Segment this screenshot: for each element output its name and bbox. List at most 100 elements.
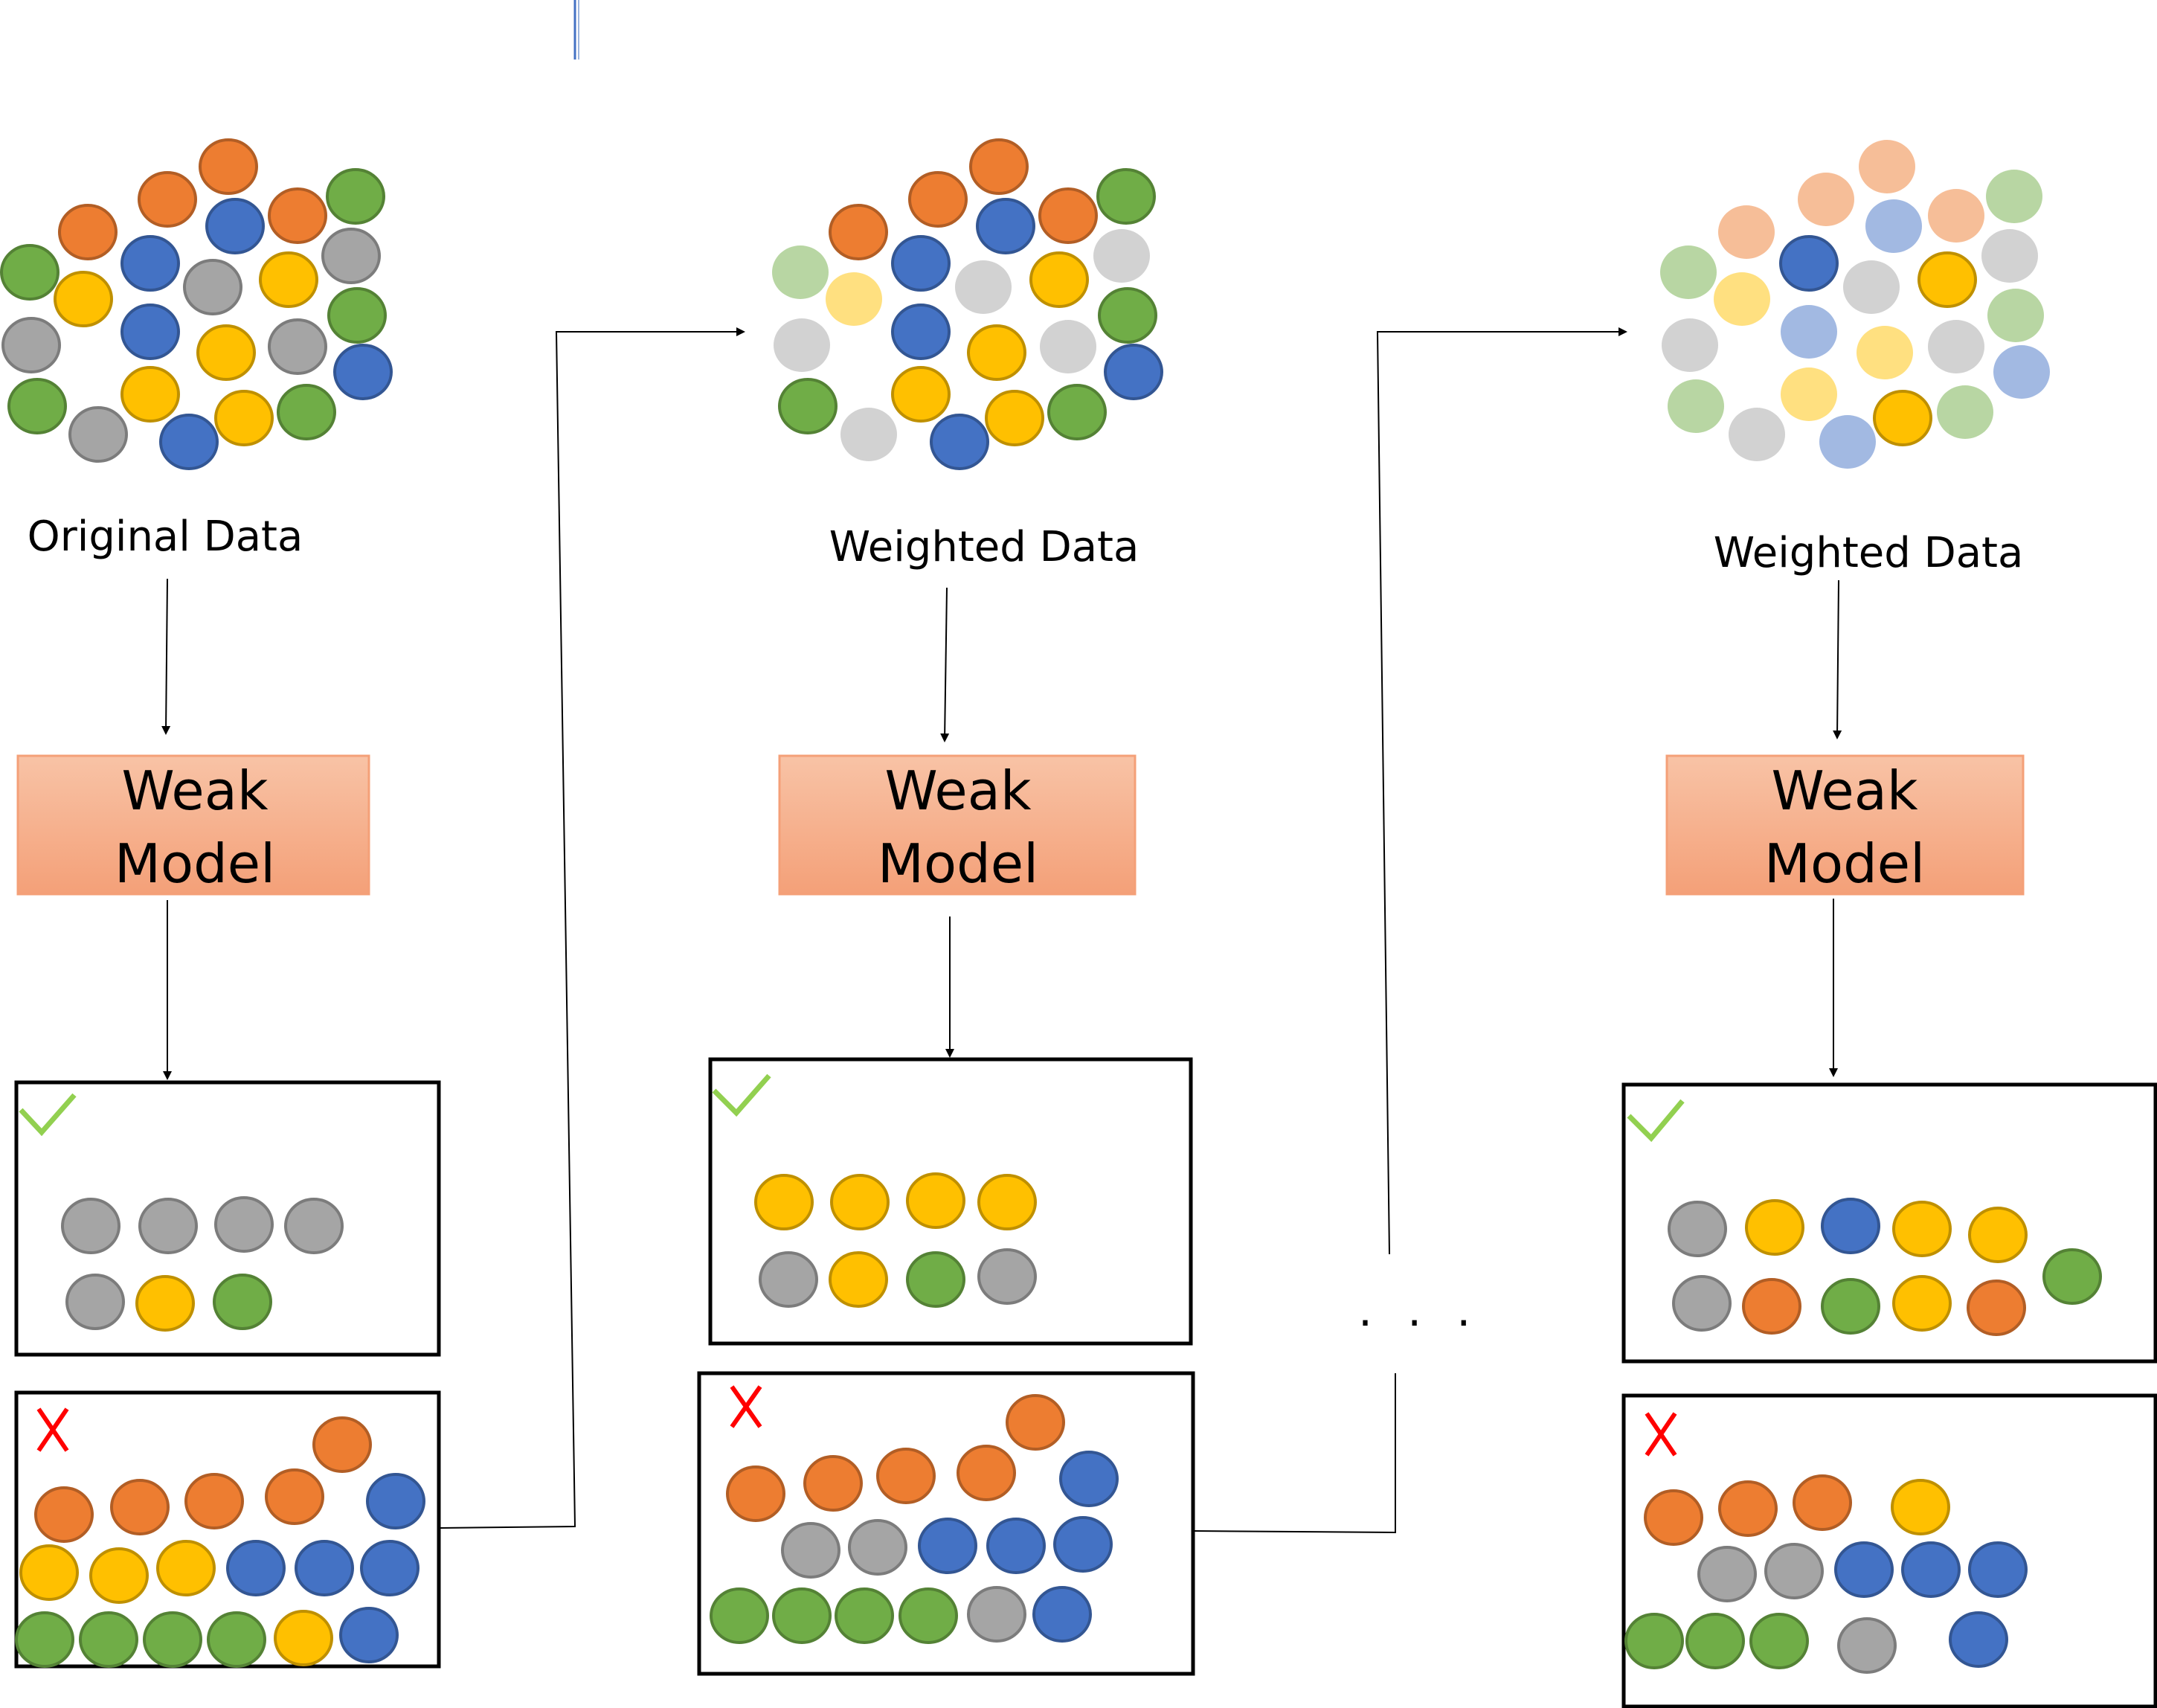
green-data-point: [143, 1611, 202, 1668]
weak-model-box-2: Weak Model: [778, 754, 1137, 896]
yellow-data-point: [1891, 1479, 1950, 1535]
orange-data-point: [110, 1479, 170, 1535]
green-data-point: [1987, 289, 2044, 342]
weak-model-line2: Model: [1764, 832, 1925, 895]
yellow-data-point: [967, 324, 1026, 381]
green-data-point: [1047, 384, 1107, 440]
feedback-arrow-2b: [1376, 327, 1627, 1255]
arrow-data-to-model-2: [940, 587, 950, 742]
yellow-data-point: [977, 1174, 1037, 1230]
yellow-data-point: [19, 1544, 79, 1601]
blue-data-point: [1032, 1586, 1092, 1643]
gray-data-point: [1928, 320, 1984, 373]
gray-data-point: [268, 318, 327, 375]
blue-data-point: [1781, 305, 1837, 359]
blue-data-point: [1865, 199, 1922, 253]
gray-data-point: [781, 1522, 840, 1579]
green-data-point: [327, 287, 387, 344]
wrong-points-2: [710, 1394, 1119, 1644]
weak-model-line2: Model: [878, 832, 1038, 895]
gray-data-point: [967, 1586, 1026, 1643]
blue-data-point: [1053, 1516, 1113, 1573]
blue-data-point: [1819, 415, 1876, 469]
gray-data-point: [774, 318, 830, 372]
yellow-data-point: [1781, 367, 1837, 421]
yellow-data-point: [830, 1174, 890, 1230]
weak-model-line1: Weak: [1771, 760, 1917, 822]
gray-data-point: [1, 317, 61, 373]
gray-data-point: [1662, 318, 1718, 372]
gray-data-point: [977, 1248, 1037, 1305]
checkmark-icon: [19, 1093, 77, 1137]
green-data-point: [15, 1611, 74, 1668]
green-data-point: [1098, 287, 1157, 344]
cursor-mark: [573, 0, 579, 60]
yellow-data-point: [1029, 251, 1089, 308]
orange-data-point: [199, 138, 258, 195]
gray-data-point: [955, 260, 1012, 314]
weak-model-line2: Model: [115, 832, 275, 895]
gray-data-point: [1981, 229, 2038, 283]
green-data-point: [2042, 1248, 2102, 1305]
orange-data-point: [1793, 1474, 1852, 1531]
data-label-weighted-2: Weighted Data: [1714, 529, 2024, 577]
gray-data-point: [1837, 1617, 1897, 1674]
orange-data-point: [1798, 173, 1854, 226]
gray-data-point: [138, 1198, 198, 1254]
orange-data-point: [138, 171, 197, 228]
yellow-data-point: [826, 272, 882, 326]
blue-data-point: [1993, 345, 2050, 399]
blue-data-point: [366, 1473, 425, 1529]
blue-data-point: [333, 344, 393, 400]
yellow-data-point: [1917, 251, 1977, 308]
orange-data-point: [1928, 189, 1984, 243]
feedback-arrow-1: [440, 327, 745, 1529]
green-data-point: [213, 1274, 272, 1330]
blue-data-point: [226, 1540, 286, 1596]
blue-data-point: [360, 1540, 419, 1596]
green-data-point: [1096, 168, 1156, 225]
blue-data-point: [918, 1518, 977, 1574]
original-data-cluster: [0, 138, 393, 470]
ellipsis: . . .: [1358, 1285, 1481, 1337]
cross-icon: [36, 1407, 69, 1452]
yellow-data-point: [259, 251, 318, 308]
yellow-data-point: [214, 390, 274, 446]
yellow-data-point: [1745, 1199, 1804, 1256]
blue-data-point: [891, 304, 951, 360]
gray-data-point: [61, 1198, 120, 1254]
orange-data-point: [876, 1448, 936, 1504]
weak-model-box-3: Weak Model: [1665, 754, 2025, 896]
data-label-weighted-1: Weighted Data: [829, 523, 1139, 571]
green-data-point: [906, 1251, 965, 1308]
cross-icon: [1645, 1412, 1677, 1457]
orange-data-point: [957, 1445, 1016, 1501]
orange-data-point: [34, 1486, 94, 1543]
orange-data-point: [312, 1416, 372, 1473]
yellow-data-point: [89, 1547, 149, 1604]
gray-data-point: [321, 228, 381, 284]
correct-points-2: [754, 1172, 1037, 1308]
yellow-data-point: [1892, 1275, 1952, 1332]
gray-data-point: [1764, 1543, 1824, 1599]
green-data-point: [1685, 1613, 1745, 1669]
green-data-point: [899, 1587, 958, 1644]
feedback-arrow-2: [1194, 1373, 1396, 1534]
orange-data-point: [969, 138, 1029, 195]
orange-data-point: [908, 171, 968, 228]
blue-data-point: [1104, 344, 1163, 400]
data-label-original: Original Data: [28, 513, 303, 561]
green-data-point: [772, 245, 829, 299]
gray-data-point: [1093, 229, 1150, 283]
orange-data-point: [1006, 1394, 1065, 1451]
orange-data-point: [1742, 1278, 1801, 1335]
blue-data-point: [1821, 1198, 1880, 1254]
blue-data-point: [295, 1540, 354, 1596]
yellow-data-point: [54, 271, 113, 327]
gray-data-point: [1672, 1275, 1732, 1332]
gray-data-point: [1040, 320, 1096, 373]
blue-data-point: [891, 235, 951, 292]
orange-data-point: [265, 1468, 324, 1525]
gray-data-point: [848, 1519, 907, 1576]
